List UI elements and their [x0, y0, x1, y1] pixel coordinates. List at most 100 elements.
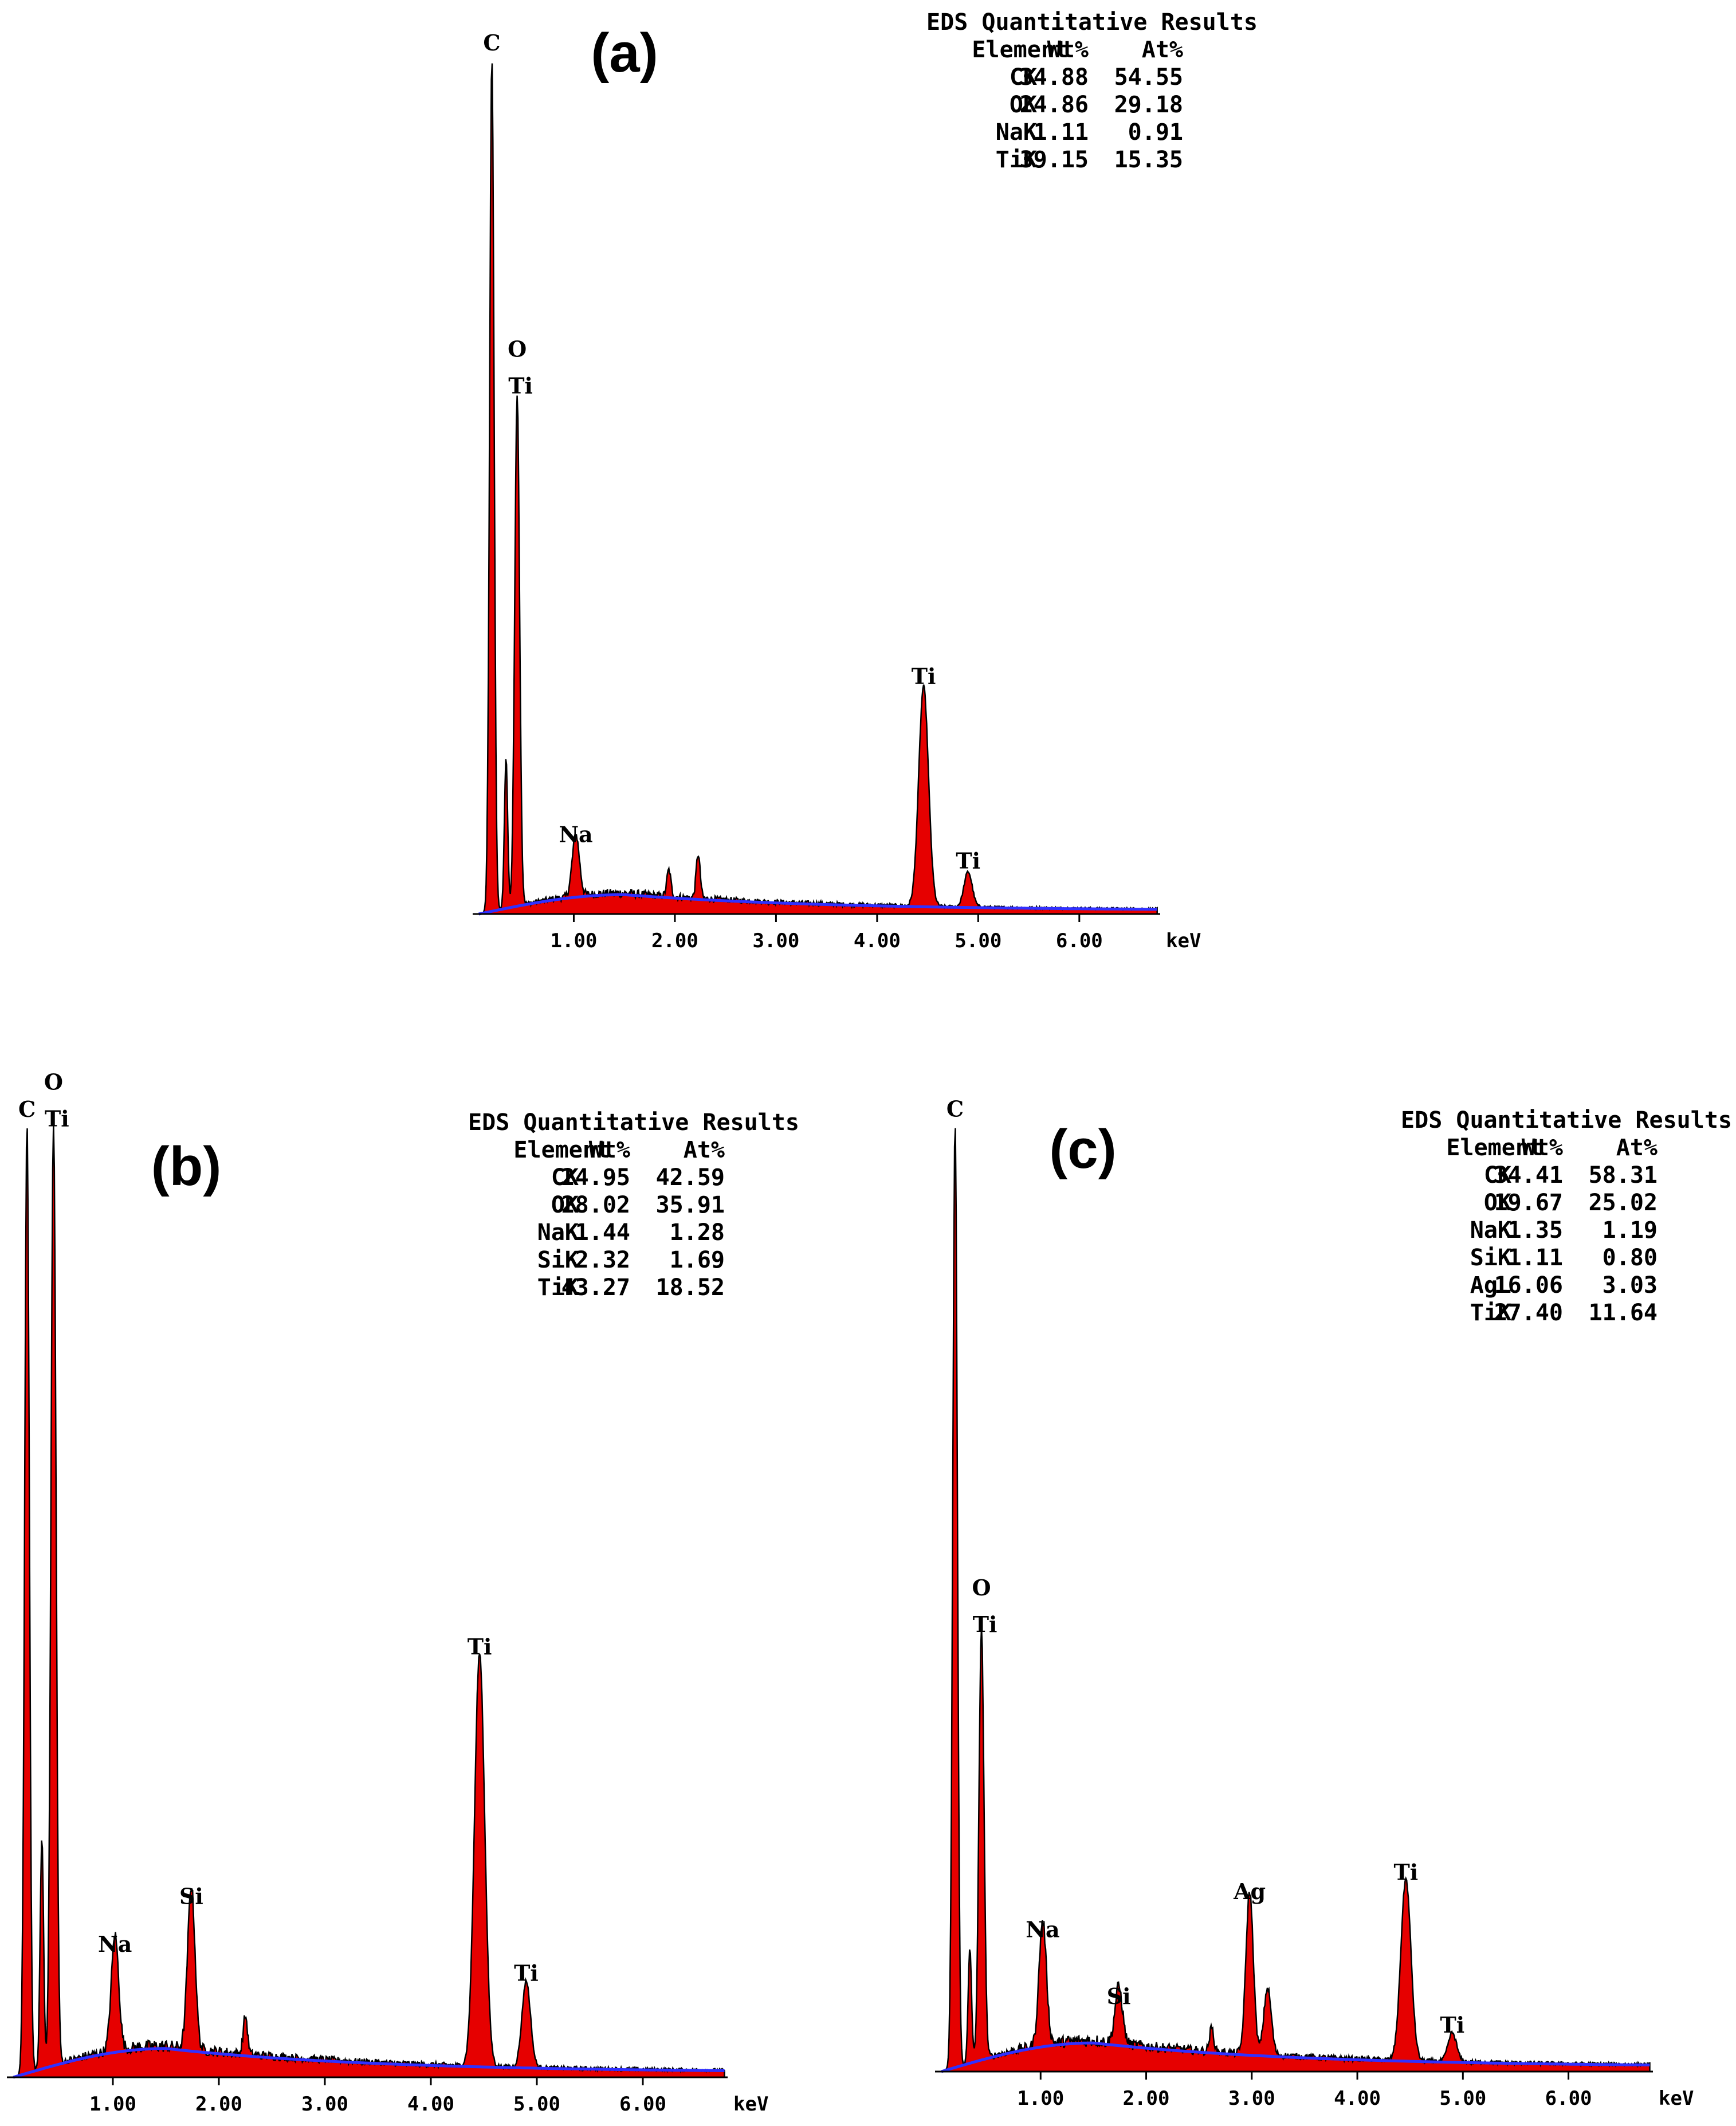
table-cell: 34.88 [1020, 64, 1089, 91]
peak-label-ag: Ag [1233, 1878, 1266, 1904]
peak-label-o: O [972, 1575, 991, 1601]
table-cell: AgL [1470, 1272, 1511, 1299]
peak-label-o: O [508, 336, 527, 362]
table-cell: 16.06 [1494, 1272, 1563, 1299]
table-cell: NaK [537, 1219, 579, 1246]
table-header: Wt% [1047, 37, 1089, 63]
table-cell: 29.18 [1114, 92, 1183, 118]
table-cell: 35.91 [656, 1192, 725, 1218]
x-tick-label: 2.00 [651, 929, 698, 952]
table-header: Wt% [589, 1137, 630, 1163]
table-cell: SiK [537, 1247, 579, 1273]
table-cell: TiK [537, 1274, 579, 1301]
peak-label-o: O [44, 1069, 63, 1095]
table-cell: SiK [1470, 1245, 1511, 1271]
peak-label-si: Si [179, 1883, 203, 1909]
table-header: At% [684, 1137, 725, 1163]
table-cell: 42.59 [656, 1164, 725, 1191]
table-header: Wt% [1522, 1135, 1563, 1161]
panel-label: (c) [1049, 1119, 1116, 1180]
background-curve [13, 2047, 725, 2079]
background-curve [478, 893, 1157, 916]
table-cell: OK [1484, 1190, 1511, 1216]
peak-label-ti: Ti [45, 1106, 69, 1132]
x-tick-label: 6.00 [1056, 929, 1103, 952]
x-tick-label: 1.00 [1017, 2087, 1064, 2110]
table-cell: 1.28 [670, 1219, 725, 1246]
table-header: Element [972, 37, 1069, 63]
table-cell: 1.44 [575, 1219, 630, 1246]
table-cell: 27.40 [1494, 1300, 1563, 1326]
table-cell: 58.31 [1589, 1162, 1658, 1188]
table-cell: OK [551, 1192, 579, 1218]
table-header: At% [1142, 37, 1183, 63]
x-tick-label: 3.00 [752, 929, 799, 952]
table-cell: 43.27 [561, 1274, 630, 1301]
peak-label-ti: Ti [956, 848, 980, 874]
table-cell: 2.32 [575, 1247, 630, 1273]
spectrum-panel-1: 1.00 2.00 3.00 4.00 5.00 6.00 keV C O Ti Na Ti Ti (a)… [473, 9, 1258, 952]
x-tick-label: 2.00 [1123, 2087, 1170, 2110]
x-tick-label: 5.00 [513, 2093, 560, 2116]
table-cell: 34.41 [1494, 1162, 1563, 1188]
x-unit-label: keV [1659, 2087, 1694, 2110]
x-tick-label: 3.00 [1228, 2087, 1275, 2110]
table-cell: CK [1484, 1162, 1511, 1188]
x-tick-label: 4.00 [407, 2093, 454, 2116]
table-cell: CK [551, 1164, 579, 1191]
x-tick-label: 5.00 [955, 929, 1001, 952]
table-cell: 25.02 [1589, 1190, 1658, 1216]
table-header: At% [1616, 1135, 1658, 1161]
x-tick-label: 6.00 [1545, 2087, 1592, 2110]
table-header: Element [1446, 1135, 1543, 1161]
peak-label-na: Na [559, 822, 592, 848]
peak-label-c: C [18, 1096, 36, 1122]
x-tick-label: 3.00 [301, 2093, 348, 2116]
x-tick-label: 5.00 [1439, 2087, 1486, 2110]
table-cell: 19.67 [1494, 1190, 1563, 1216]
table-header: Element [513, 1137, 610, 1163]
table-cell: 11.64 [1589, 1300, 1658, 1326]
x-tick-label: 6.00 [619, 2093, 666, 2116]
peak-label-c: C [946, 1096, 964, 1122]
peak-label-na: Na [1026, 1917, 1059, 1943]
table-cell: NaK [1470, 1217, 1511, 1244]
spectrum-area [474, 63, 1158, 915]
peak-label-si: Si [1107, 1983, 1131, 2009]
table-title: EDS Quantitative Results [468, 1109, 799, 1136]
peak-label-ti: Ti [508, 373, 533, 399]
table-title: EDS Quantitative Results [1401, 1107, 1732, 1133]
table-cell: 1.11 [1034, 119, 1089, 146]
x-tick-label: 1.00 [551, 929, 598, 952]
table-cell: 1.69 [670, 1247, 725, 1273]
peak-label-c: C [483, 30, 500, 56]
table-cell: 1.11 [1508, 1245, 1563, 1271]
spectrum-panel-2: 1.00 2.00 3.00 4.00 5.00 6.00 keV CO Ti Na Si Ti Ti (… [7, 1069, 799, 2116]
x-tick-label: 2.00 [195, 2093, 242, 2116]
table-cell: 1.35 [1508, 1217, 1563, 1244]
peak-label-na: Na [98, 1931, 132, 1957]
table-cell: 0.91 [1128, 119, 1183, 146]
peak-label-ti: Ti [1440, 2012, 1465, 2038]
table-cell: 1.19 [1603, 1217, 1658, 1244]
table-cell: 0.80 [1603, 1245, 1658, 1271]
x-tick-label: 4.00 [854, 929, 901, 952]
table-cell: 28.02 [561, 1192, 630, 1218]
table-cell: 15.35 [1114, 147, 1183, 173]
panel-label: (b) [151, 1136, 222, 1197]
x-tick-label: 1.00 [89, 2093, 136, 2116]
table-cell: CK [1010, 64, 1037, 91]
x-unit-label: keV [733, 2093, 768, 2116]
x-unit-label: keV [1166, 929, 1201, 952]
peak-label-ti: Ti [1393, 1860, 1418, 1885]
table-cell: 24.86 [1020, 92, 1089, 118]
spectrum-panel-3: 1.00 2.00 3.00 4.00 5.00 6.00 keV C O Ti Na Si Ag Ti T… [935, 1096, 1732, 2110]
table-cell: TiK [996, 147, 1037, 173]
table-cell: 24.95 [561, 1164, 630, 1191]
table-cell: 3.03 [1603, 1272, 1658, 1299]
peak-label-ti: Ti [973, 1611, 997, 1637]
peak-label-ti: Ti [912, 663, 936, 689]
peak-label-ti: Ti [514, 1960, 539, 1986]
